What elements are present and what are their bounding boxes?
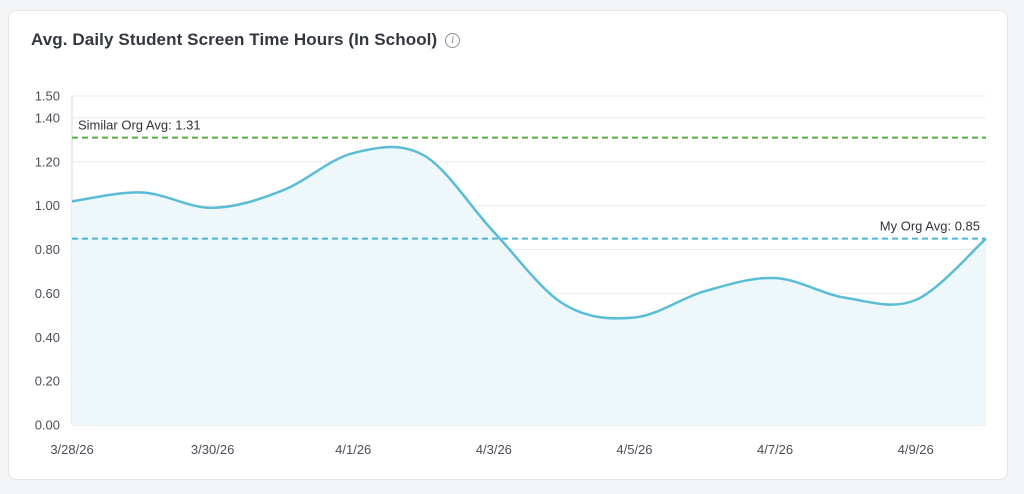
y-tick-label: 0.40 bbox=[35, 330, 60, 345]
y-tick-label: 0.20 bbox=[35, 374, 60, 389]
reference-line-label: Similar Org Avg: 1.31 bbox=[78, 118, 201, 133]
x-tick-label: 3/28/26 bbox=[50, 442, 93, 457]
x-axis: 3/28/26 3/30/26 4/1/26 4/3/26 4/5/26 4/7/26 4/… bbox=[50, 424, 986, 457]
series-area bbox=[72, 146, 986, 425]
chart-header: Avg. Daily Student Screen Time Hours (In… bbox=[31, 30, 461, 50]
x-tick-label: 4/7/26 bbox=[757, 442, 793, 457]
y-tick-label: 1.00 bbox=[35, 198, 60, 213]
y-tick-label: 0.80 bbox=[35, 242, 60, 257]
x-tick-label: 4/1/26 bbox=[335, 442, 371, 457]
y-tick-label: 0.00 bbox=[35, 418, 60, 433]
y-tick-label: 1.50 bbox=[35, 89, 60, 104]
y-tick-label: 1.20 bbox=[35, 154, 60, 169]
x-tick-label: 3/30/26 bbox=[191, 442, 234, 457]
y-tick-label: 0.60 bbox=[35, 286, 60, 301]
x-tick-label: 4/5/26 bbox=[616, 442, 652, 457]
chart-title: Avg. Daily Student Screen Time Hours (In… bbox=[31, 30, 438, 49]
reference-line-label: My Org Avg: 0.85 bbox=[880, 219, 980, 234]
series-line bbox=[71, 145, 987, 320]
x-tick-label: 4/3/26 bbox=[476, 442, 512, 457]
y-tick-label: 1.40 bbox=[35, 110, 60, 125]
x-tick-label: 4/9/26 bbox=[898, 442, 934, 457]
reference-lines: Similar Org Avg: 1.31 My Org Avg: 0.85 bbox=[72, 118, 986, 240]
info-icon[interactable]: i bbox=[445, 32, 461, 48]
y-axis: 0.00 0.20 0.40 0.60 0.80 1.00 1.20 1.40 1.50 bbox=[35, 89, 73, 433]
